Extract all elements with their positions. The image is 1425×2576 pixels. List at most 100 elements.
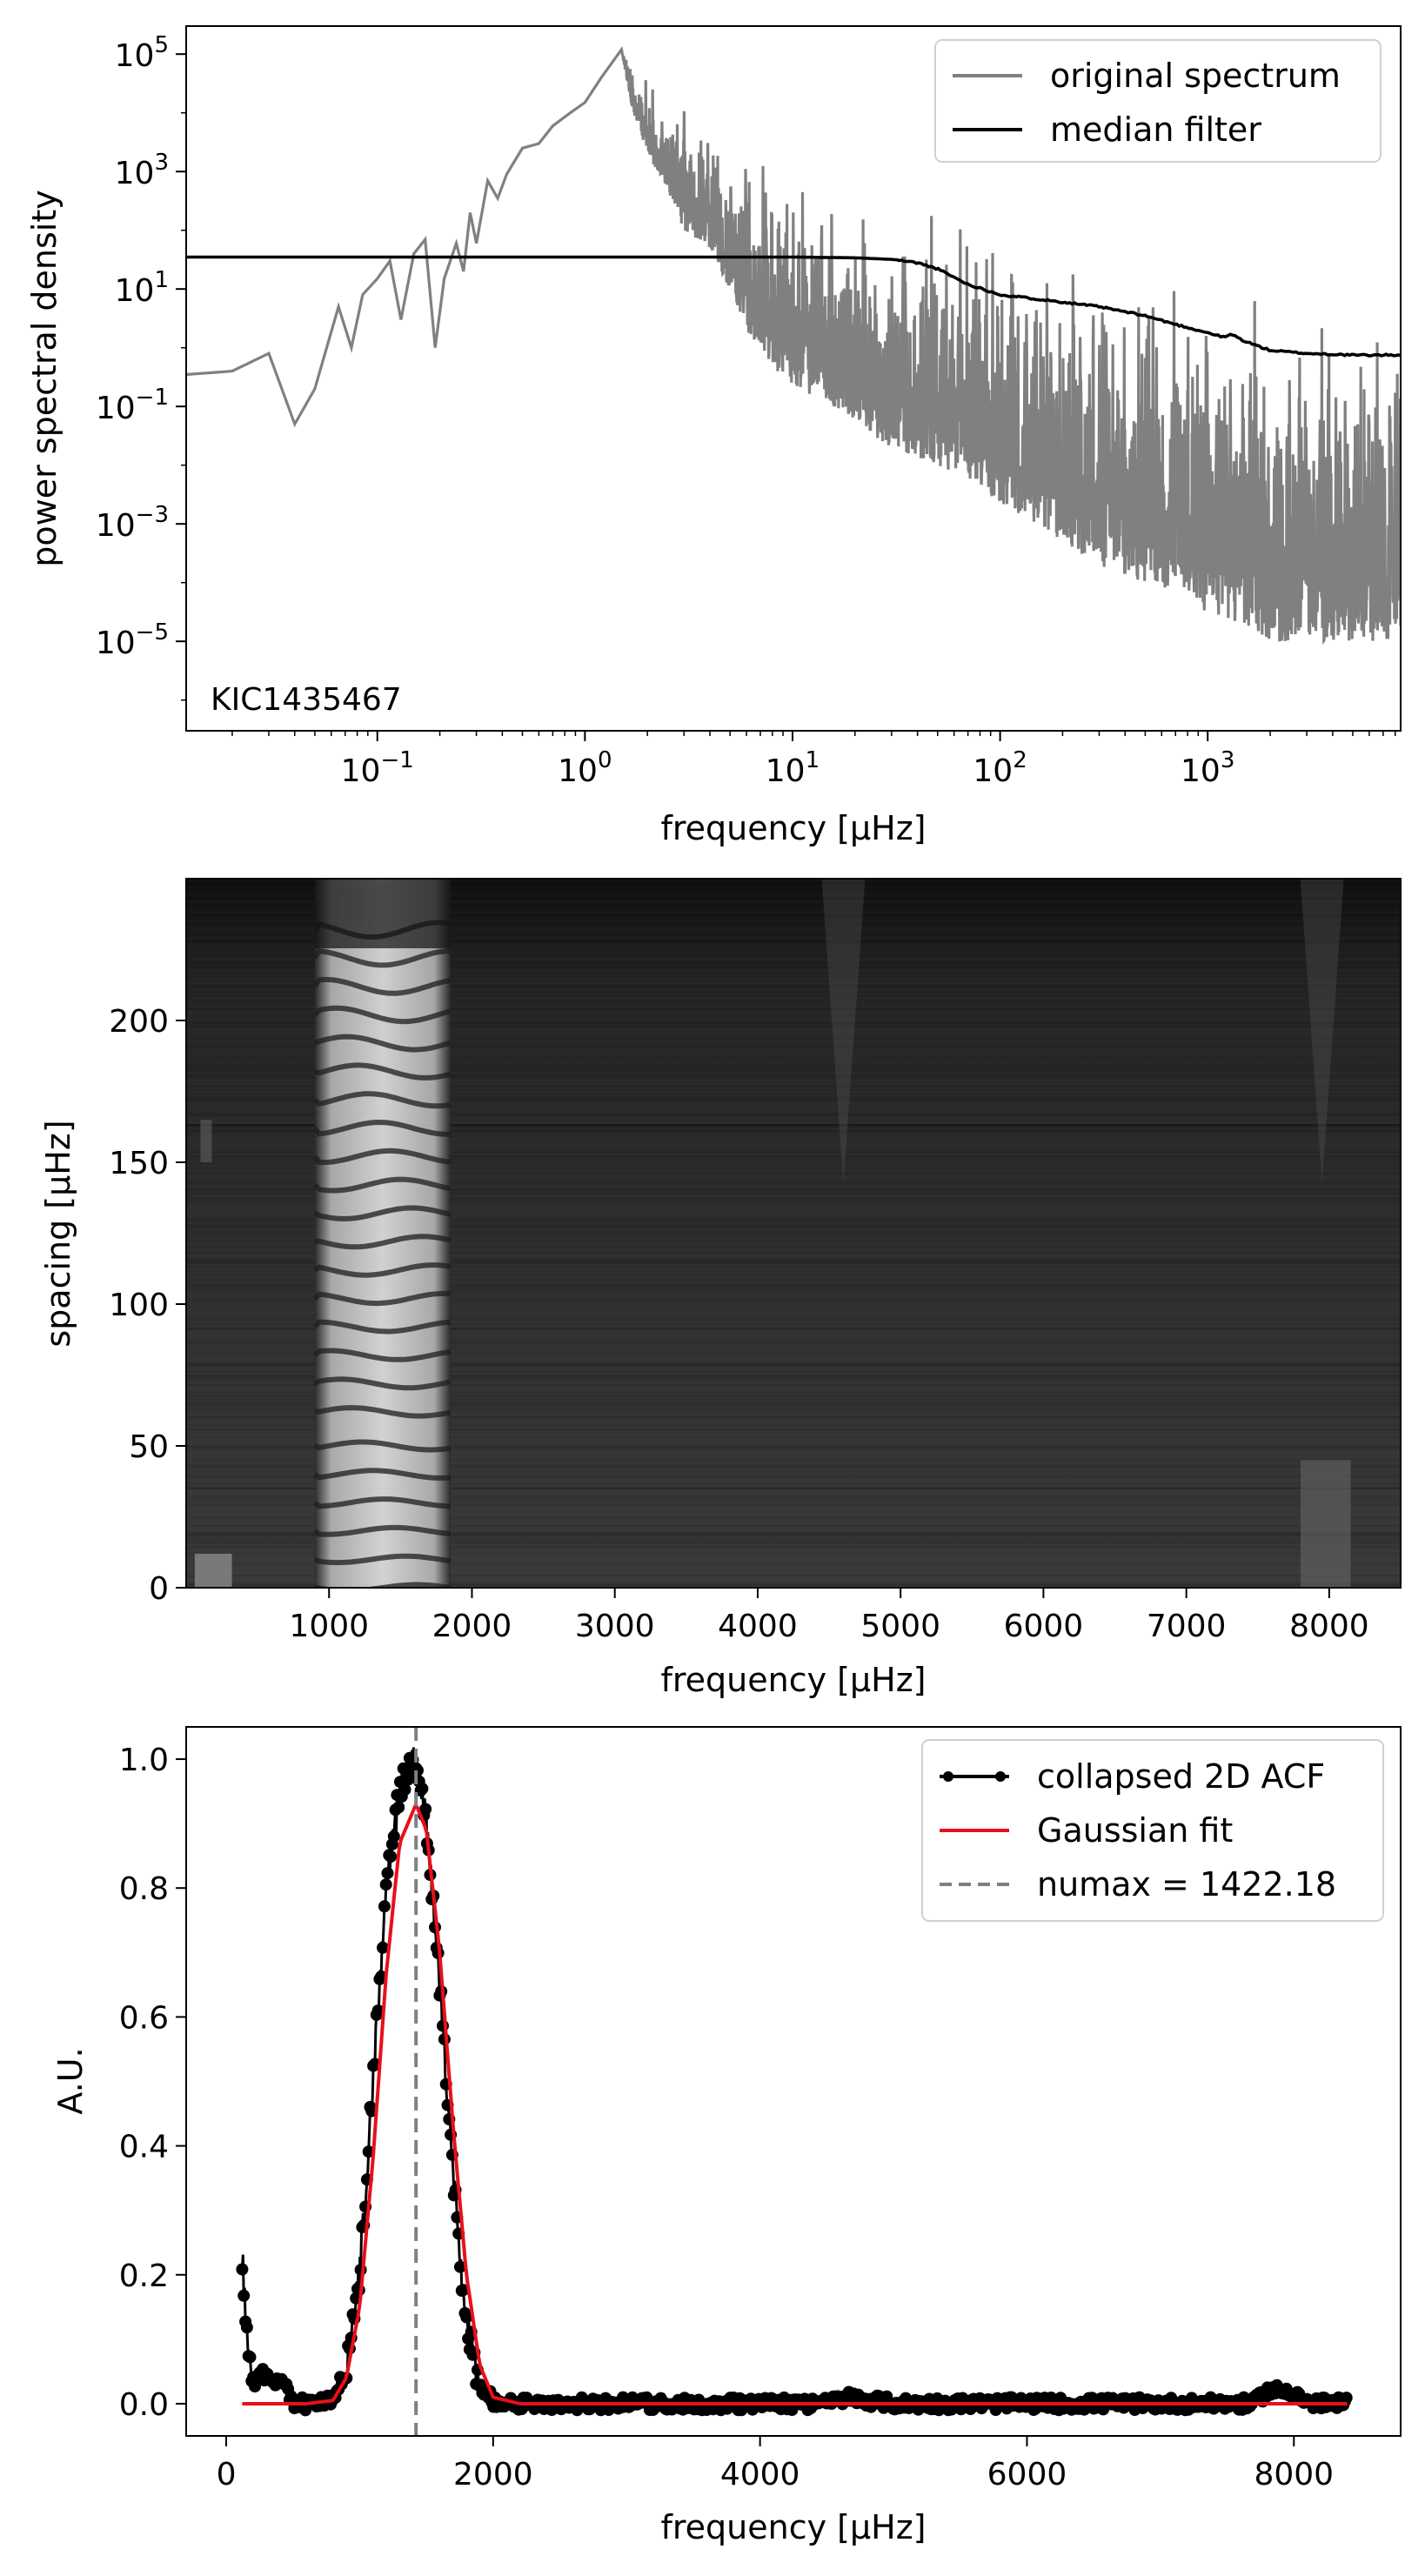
heatmap-noise-stripe bbox=[186, 1067, 1401, 1069]
heatmap-noise-stripe bbox=[186, 1340, 1401, 1342]
heatmap-noise-stripe bbox=[186, 1487, 1401, 1489]
heatmap-noise-stripe bbox=[186, 1575, 1401, 1577]
heatmap-noise-stripe bbox=[186, 1315, 1401, 1317]
heatmap-noise-stripe bbox=[186, 1532, 1401, 1535]
heatmap-noise-stripe bbox=[186, 1429, 1401, 1431]
heatmap-noise-stripe bbox=[186, 1395, 1401, 1397]
heatmap-ridge bbox=[313, 1062, 452, 1081]
heatmap-noise-stripe bbox=[186, 914, 1401, 917]
heatmap-noise-stripe bbox=[186, 1403, 1401, 1406]
y-tick-label: 200 bbox=[109, 1004, 169, 1040]
x-tick-label: 2000 bbox=[453, 2457, 533, 2492]
heatmap-noise-stripe bbox=[186, 1220, 1401, 1222]
heatmap-noise-stripe bbox=[186, 1366, 1401, 1368]
acf-marker bbox=[460, 2311, 473, 2324]
y-tick-label: 101 bbox=[115, 267, 169, 309]
acf-marker bbox=[240, 2321, 253, 2334]
heatmap-noise-stripe bbox=[186, 985, 1401, 987]
psd-x-axis-label: frequency [µHz] bbox=[660, 809, 926, 847]
heatmap-noise-stripe bbox=[186, 973, 1401, 974]
heatmap-noise-stripe bbox=[186, 1189, 1401, 1191]
heatmap-noise-stripe bbox=[186, 1088, 1401, 1091]
heatmap-noise-stripe bbox=[186, 1463, 1401, 1466]
acf-marker bbox=[371, 2004, 385, 2017]
y-tick-label: 103 bbox=[115, 150, 169, 191]
heatmap-noise-stripe bbox=[186, 1240, 1401, 1242]
heatmap-noise-stripe bbox=[186, 1129, 1401, 1131]
heatmap-ridge bbox=[313, 1553, 452, 1566]
heatmap-noise-stripe bbox=[186, 1055, 1401, 1058]
heatmap-noise-stripe bbox=[186, 1193, 1401, 1195]
heatmap-noise-stripe bbox=[186, 1525, 1401, 1527]
heatmap-noise-stripe bbox=[186, 1200, 1401, 1202]
heatmap-noise-stripe bbox=[186, 1270, 1401, 1273]
heatmap-noise-stripe bbox=[186, 1219, 1401, 1221]
heatmap-noise-stripe bbox=[186, 1258, 1401, 1261]
heatmap-noise-stripe bbox=[186, 985, 1401, 987]
heatmap-noise-stripe bbox=[186, 1003, 1401, 1006]
heatmap-noise-stripe bbox=[186, 1099, 1401, 1101]
heatmap-noise-stripe bbox=[186, 967, 1401, 969]
heatmap-noise-stripe bbox=[186, 1000, 1401, 1003]
legend-box bbox=[921, 1739, 1384, 1922]
heatmap-ridge bbox=[312, 1319, 452, 1335]
heatmap-ridge bbox=[312, 1496, 451, 1509]
psd-panel: 10−1 100 101 102 103 105 103 101 10−1 10−3 10−5 fr… bbox=[25, 25, 1402, 847]
heatmap-noise-stripe bbox=[186, 1124, 1401, 1127]
heatmap-y-axis-label: spacing [µHz] bbox=[39, 1120, 77, 1347]
heatmap-noise-stripe bbox=[186, 931, 1401, 933]
heatmap-noise-stripe bbox=[186, 994, 1401, 997]
heatmap-noise-stripe bbox=[186, 1375, 1401, 1378]
x-tick-label: 100 bbox=[558, 747, 612, 789]
heatmap-noise-stripe bbox=[186, 1043, 1401, 1046]
heatmap-noise-stripe bbox=[186, 1375, 1401, 1377]
y-tick-label: 50 bbox=[129, 1429, 169, 1465]
heatmap-noise-stripe bbox=[186, 1383, 1401, 1386]
legend-box bbox=[934, 39, 1382, 163]
legend-label: collapsed 2D ACF bbox=[1037, 1757, 1325, 1796]
heatmap-noise-stripe bbox=[186, 1095, 1401, 1098]
x-tick-label: 101 bbox=[766, 747, 820, 789]
heatmap-noise-stripe bbox=[186, 980, 1401, 983]
heatmap-noise-stripe bbox=[186, 1408, 1401, 1411]
heatmap-noise-stripe bbox=[186, 1285, 1401, 1288]
heatmap-noise-stripe bbox=[186, 1533, 1401, 1536]
heatmap-noise-stripe bbox=[186, 1014, 1401, 1017]
heatmap-noise-stripe bbox=[186, 921, 1401, 924]
heatmap-ridge bbox=[313, 1524, 452, 1537]
heatmap-noise-stripe bbox=[186, 1283, 1401, 1285]
acf-marker bbox=[381, 1867, 394, 1880]
heatmap-noise-stripe bbox=[186, 1008, 1401, 1011]
y-tick-label: 0 bbox=[149, 1571, 169, 1607]
acf-marker bbox=[398, 1783, 411, 1797]
heatmap-noise-stripe bbox=[186, 1007, 1401, 1010]
x-tick-label: 4000 bbox=[718, 1609, 798, 1644]
heatmap-noise-stripe bbox=[186, 1486, 1401, 1489]
heatmap-noise-stripe bbox=[186, 1542, 1401, 1545]
heatmap-noise-stripe bbox=[186, 1415, 1401, 1418]
heatmap-noise-stripe bbox=[186, 1582, 1401, 1583]
x-tick-label: 6000 bbox=[1004, 1609, 1084, 1644]
collapsed-acf-panel: 0 2000 4000 6000 8000 0.0 0.2 0.4 0.6 0.8 1.0 freq… bbox=[51, 1726, 1402, 2546]
heatmap-noise-stripe bbox=[186, 967, 1401, 969]
heatmap-noise-stripe bbox=[186, 1128, 1401, 1131]
star-id-annotation: KIC1435467 bbox=[211, 682, 402, 718]
acf-heatmap-panel: 1000 2000 3000 4000 5000 6000 7000 8000 0 50 100 15… bbox=[39, 878, 1402, 1699]
heatmap-noise-stripe bbox=[186, 1222, 1401, 1225]
heatmap-noise-stripe bbox=[186, 1342, 1401, 1344]
heatmap-ridge bbox=[314, 1582, 452, 1588]
heatmap-noise-stripe bbox=[186, 964, 1401, 967]
heatmap-noise-stripe bbox=[186, 1547, 1401, 1549]
heatmap-ridge bbox=[313, 1468, 451, 1481]
heatmap-noise-stripe bbox=[186, 1035, 1401, 1038]
heatmap-noise-stripe bbox=[186, 940, 1401, 942]
heatmap-ridge bbox=[312, 1005, 452, 1025]
collapsed-acf-plot-area bbox=[236, 1727, 1353, 2436]
heatmap-noise-stripe bbox=[186, 1225, 1401, 1227]
y-tick-label: 0.2 bbox=[119, 2258, 169, 2294]
heatmap-noise-stripe bbox=[186, 1339, 1401, 1342]
heatmap-noise-stripe bbox=[186, 948, 1401, 951]
heatmap-noise-stripe bbox=[186, 1426, 1401, 1429]
heatmap-noise-stripe bbox=[186, 1377, 1401, 1380]
heatmap-noise-stripe bbox=[186, 1157, 1401, 1160]
